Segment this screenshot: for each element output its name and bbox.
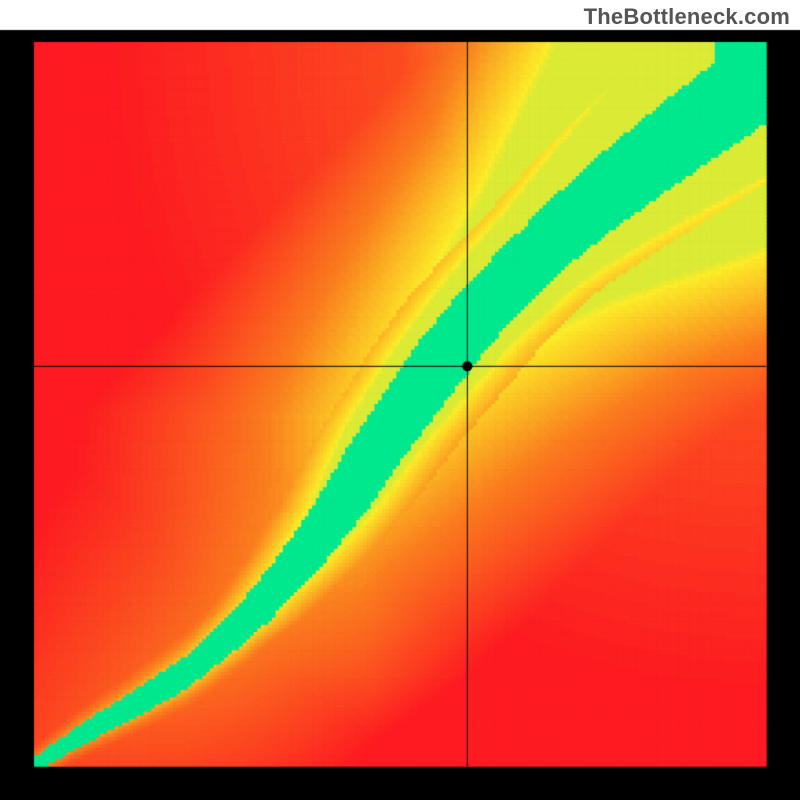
heatmap-canvas	[0, 0, 800, 800]
chart-container: TheBottleneck.com	[0, 0, 800, 800]
watermark-text: TheBottleneck.com	[584, 4, 790, 30]
